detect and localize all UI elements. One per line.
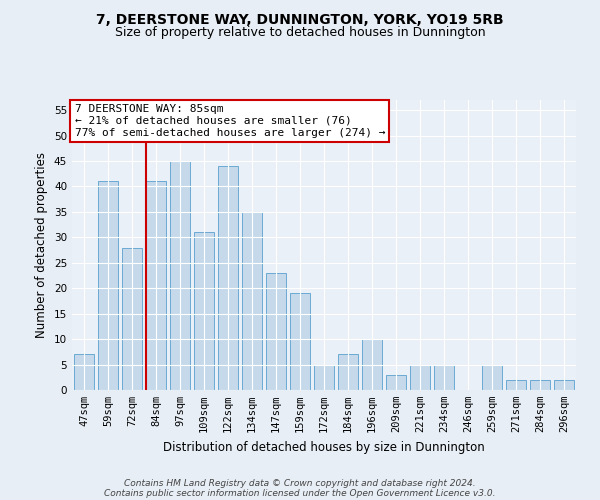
Bar (74, 354, 94, 390)
Bar (410, 364, 430, 390)
Y-axis label: Number of detached properties: Number of detached properties (35, 152, 49, 338)
Bar (242, 212, 262, 390)
Text: Contains HM Land Registry data © Crown copyright and database right 2024.: Contains HM Land Registry data © Crown c… (124, 478, 476, 488)
Bar (530, 380, 550, 390)
Bar (362, 339, 382, 390)
Bar (122, 248, 142, 390)
Bar (146, 182, 166, 390)
Text: 7, DEERSTONE WAY, DUNNINGTON, YORK, YO19 5RB: 7, DEERSTONE WAY, DUNNINGTON, YORK, YO19… (96, 12, 504, 26)
Bar (290, 294, 310, 390)
Text: Contains public sector information licensed under the Open Government Licence v3: Contains public sector information licen… (104, 488, 496, 498)
Bar (338, 354, 358, 390)
Text: Size of property relative to detached houses in Dunnington: Size of property relative to detached ho… (115, 26, 485, 39)
Bar (98, 182, 118, 390)
Bar (554, 380, 574, 390)
X-axis label: Distribution of detached houses by size in Dunnington: Distribution of detached houses by size … (163, 440, 485, 454)
Bar (266, 273, 286, 390)
Bar (386, 374, 406, 390)
Text: 7 DEERSTONE WAY: 85sqm
← 21% of detached houses are smaller (76)
77% of semi-det: 7 DEERSTONE WAY: 85sqm ← 21% of detached… (74, 104, 385, 138)
Bar (434, 364, 454, 390)
Bar (194, 232, 214, 390)
Bar (170, 161, 190, 390)
Bar (218, 166, 238, 390)
Bar (482, 364, 502, 390)
Bar (314, 364, 334, 390)
Bar (506, 380, 526, 390)
